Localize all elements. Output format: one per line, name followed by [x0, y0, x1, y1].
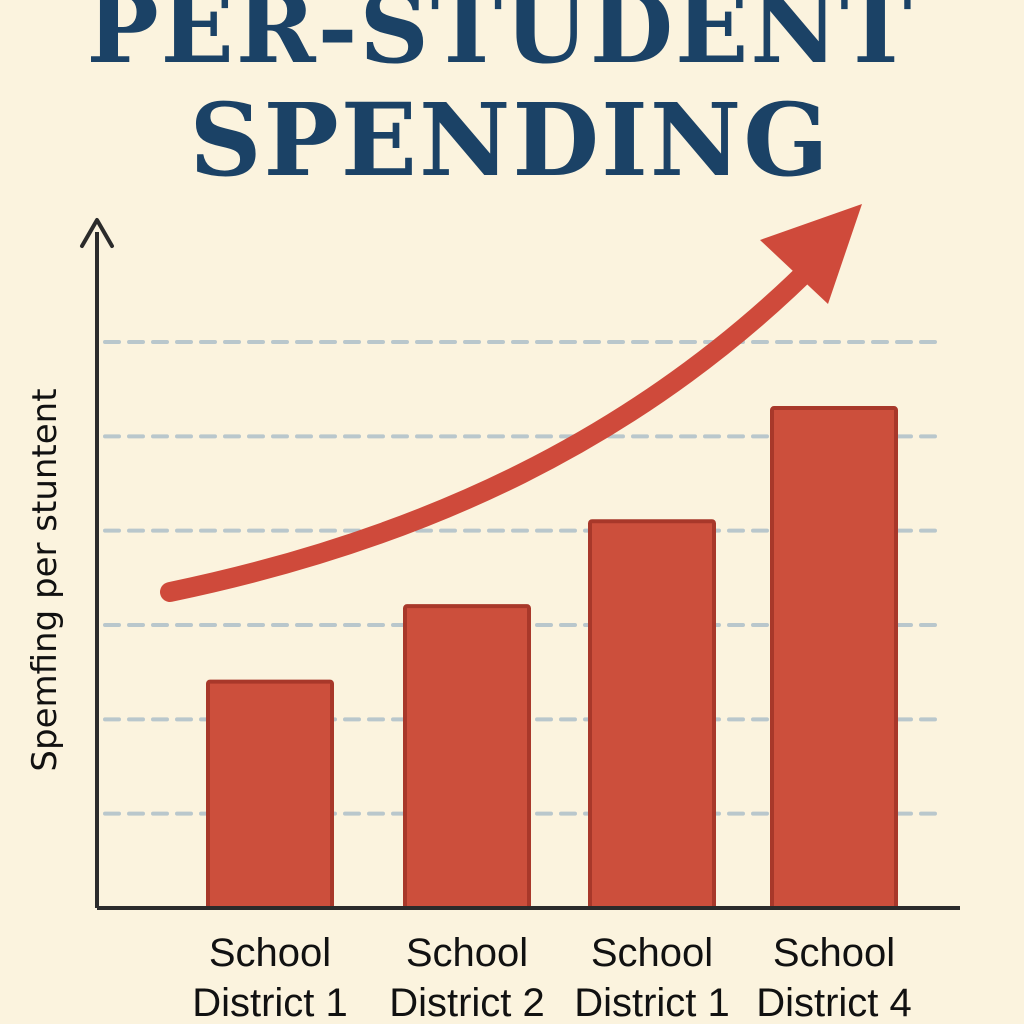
chart-title-line-2: SPENDING — [189, 81, 830, 199]
bars — [206, 406, 898, 910]
x-tick-label-3: School District 1 — [574, 931, 730, 1024]
bar-3 — [588, 519, 716, 910]
trend-arrow — [160, 248, 830, 602]
axes — [80, 218, 960, 910]
y-axis-arrow — [80, 218, 114, 248]
chart-title-line-1: PER-STUDENT — [86, 0, 913, 85]
bar-2 — [403, 604, 531, 910]
bar-4 — [770, 406, 898, 910]
trend-arrow-head — [760, 204, 862, 304]
x-tick-labels: School District 1 School District 2 School Di… — [192, 931, 912, 1024]
bar-1 — [206, 679, 334, 910]
x-tick-label-2: School District 2 — [389, 931, 545, 1024]
x-tick-label-4: School District 4 — [756, 931, 912, 1024]
x-tick-label-1: School District 1 — [192, 931, 348, 1024]
y-axis-label: Spemfing per stuntent — [25, 388, 65, 771]
